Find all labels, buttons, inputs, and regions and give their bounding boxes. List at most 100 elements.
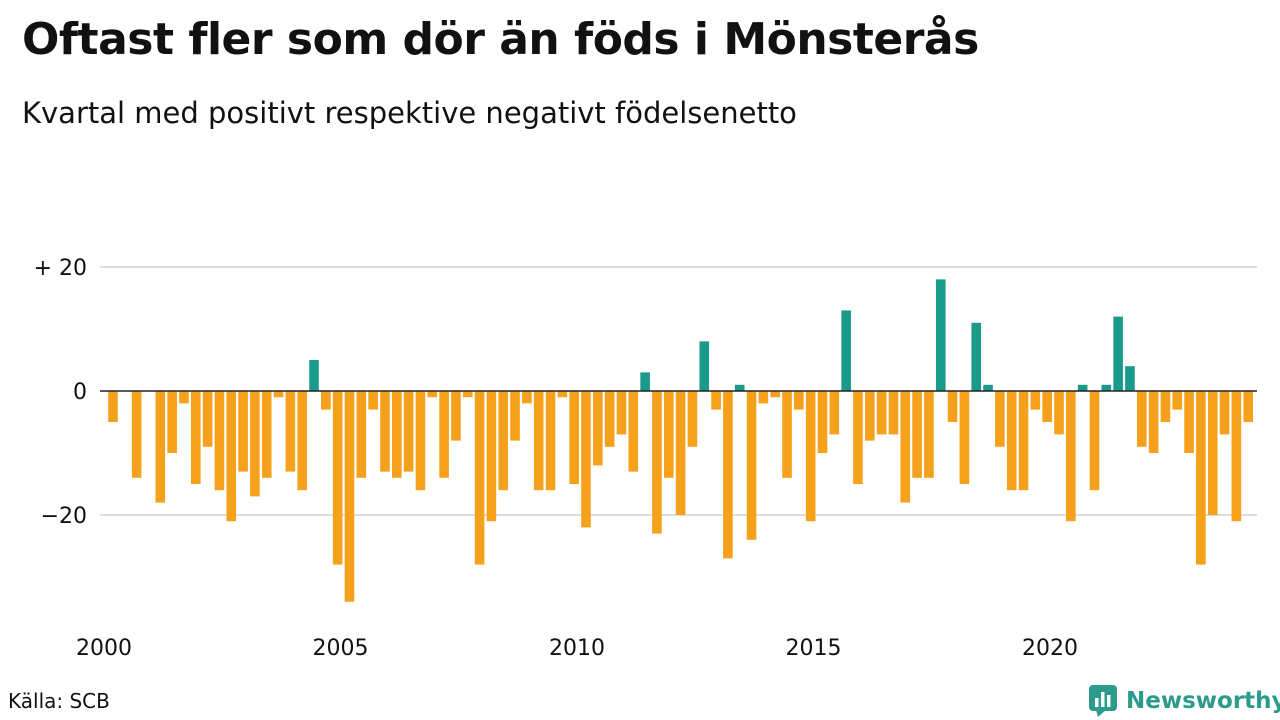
bar: [876, 391, 887, 435]
bar: [380, 391, 390, 472]
bar: [628, 391, 639, 472]
bar: [226, 391, 237, 522]
bar: [451, 391, 461, 441]
bar: [1219, 391, 1230, 435]
bar: [734, 384, 745, 391]
bar: [474, 391, 485, 565]
bar: [427, 391, 438, 398]
bar: [155, 391, 166, 503]
bar: [841, 310, 851, 391]
bar: [900, 391, 911, 503]
bar: [746, 391, 757, 540]
bar: [687, 391, 698, 447]
bar: [332, 391, 343, 565]
bar: [545, 391, 556, 491]
bar: [190, 391, 201, 484]
x-tick-label: 2000: [76, 636, 132, 661]
bar: [1006, 391, 1017, 491]
bar: [297, 391, 307, 491]
bar: [616, 391, 627, 435]
bar: [1172, 391, 1183, 410]
bar: [321, 391, 331, 410]
bar: [995, 391, 1005, 447]
bar: [711, 391, 721, 410]
bar: [1243, 391, 1253, 422]
y-tick-label: −20: [41, 504, 87, 529]
bar: [1089, 391, 1100, 491]
bar: [652, 391, 662, 534]
bar: [403, 391, 414, 472]
bar: [1148, 391, 1159, 453]
bar: [593, 391, 603, 466]
bar: [723, 391, 733, 559]
bar: [1113, 316, 1123, 391]
bar: [250, 391, 260, 497]
source-note: Källa: SCB: [8, 689, 110, 713]
bar: [486, 391, 497, 522]
bar: [439, 391, 449, 478]
y-tick-label: 0: [73, 380, 87, 405]
bar: [108, 391, 118, 422]
y-tick-label: + 20: [34, 256, 87, 281]
bar: [368, 391, 378, 410]
bar: [261, 391, 272, 478]
bar: [462, 391, 473, 398]
bar: [935, 279, 946, 391]
bar: [1042, 391, 1052, 422]
brand-name: Newsworthy: [1126, 688, 1280, 714]
bar: [604, 391, 615, 447]
bar: [202, 391, 213, 447]
bar: [971, 322, 982, 391]
bar: [675, 391, 686, 515]
bar: [498, 391, 509, 491]
bar: [817, 391, 828, 453]
x-tick-label: 2020: [1022, 636, 1078, 661]
bar: [581, 391, 591, 528]
bar: [1101, 384, 1112, 391]
bar: [1066, 391, 1076, 522]
bar: [1054, 391, 1064, 435]
bar: [853, 391, 863, 484]
bar: [912, 391, 922, 478]
bar: [214, 391, 225, 491]
bar: [344, 391, 355, 602]
bar: [557, 391, 568, 398]
bar: [1160, 391, 1171, 422]
bar: [1125, 366, 1135, 391]
bar: [924, 391, 934, 478]
bar: [983, 384, 993, 391]
bar: [1184, 391, 1194, 453]
bar: [569, 391, 579, 484]
bar: [758, 391, 769, 404]
bar: [699, 341, 710, 391]
axes: + 20 0 −20 2000 2005 2010 2015 2020: [34, 256, 1257, 661]
bar: [959, 391, 970, 484]
bar: [167, 391, 177, 453]
newsworthy-logo-icon: [1089, 685, 1117, 717]
x-tick-label: 2015: [786, 636, 842, 661]
x-tick-label: 2010: [549, 636, 605, 661]
bar: [1231, 391, 1242, 522]
bar: [888, 391, 899, 435]
bar: [179, 391, 189, 404]
chart-title: Oftast fler som dör än föds i Mönsterås: [22, 14, 979, 65]
bar: [1018, 391, 1029, 491]
bar: [794, 391, 804, 410]
bar: [309, 360, 319, 391]
bar: [1077, 384, 1088, 391]
bar: [829, 391, 840, 435]
bar: [805, 391, 816, 522]
bar: [533, 391, 544, 491]
bar: [865, 391, 875, 441]
bar: [663, 391, 674, 478]
bar: [782, 391, 792, 478]
bar: [392, 391, 402, 478]
bar: [770, 391, 780, 398]
bars: [108, 279, 1253, 602]
brand-logo: Newsworthy: [1088, 684, 1280, 718]
bar: [1207, 391, 1218, 515]
bar: [1136, 391, 1147, 447]
bar: [947, 391, 958, 422]
x-tick-label: 2005: [313, 636, 369, 661]
